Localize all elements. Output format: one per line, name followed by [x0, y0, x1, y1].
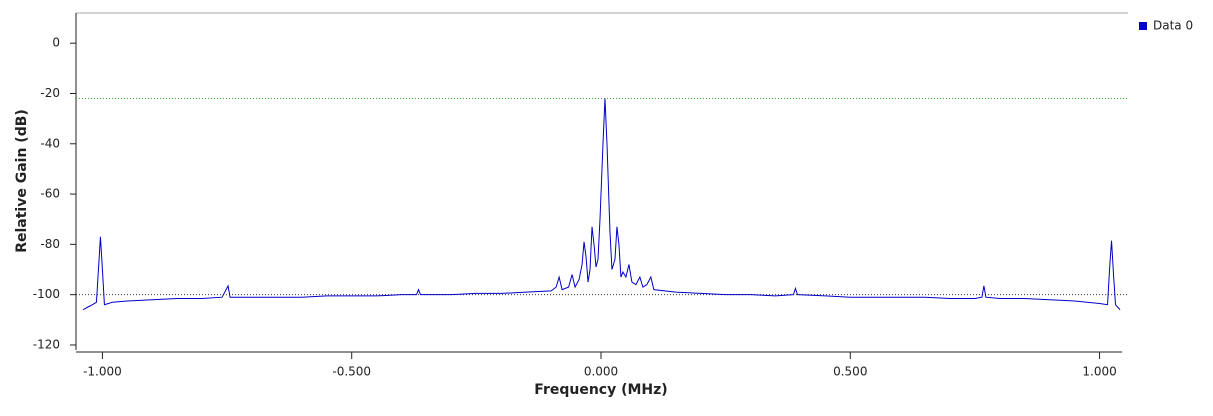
x-axis-label: Frequency (MHz) [534, 382, 667, 398]
x-tick-label: 1.000 [1082, 365, 1116, 379]
y-tick-label: 0 [52, 36, 60, 50]
y-tick-label: -80 [40, 237, 60, 251]
y-tick-label: -100 [33, 287, 60, 301]
y-tick-label: -120 [33, 337, 60, 351]
spectrum-line [82, 98, 1121, 311]
y-tick-label: -40 [40, 136, 60, 150]
legend-swatch [1139, 22, 1147, 30]
x-tick-label: -0.500 [332, 365, 371, 379]
y-axis-label: Relative Gain (dB) [14, 109, 30, 253]
y-tick-label: -60 [40, 187, 60, 201]
legend-label: Data 0 [1153, 19, 1193, 33]
y-tick-label: -20 [40, 86, 60, 100]
x-tick-label: 0.000 [584, 365, 618, 379]
x-tick-label: 0.500 [833, 365, 867, 379]
x-tick-label: -1.000 [83, 365, 122, 379]
